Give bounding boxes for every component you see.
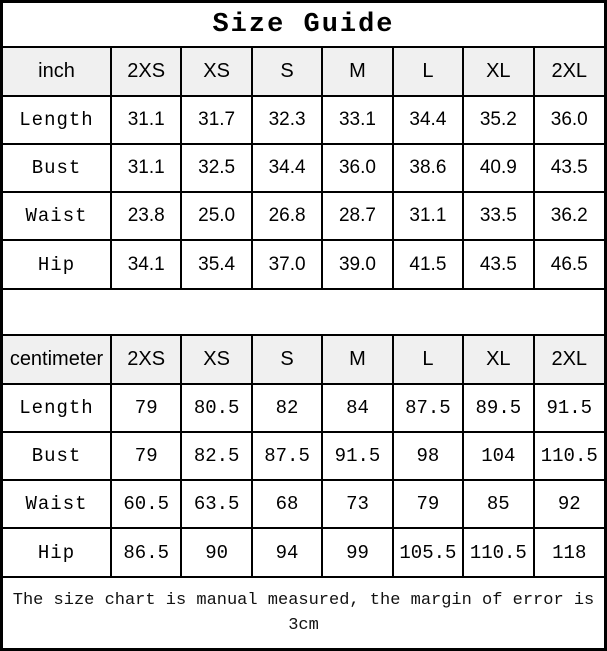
value-cell: 118 xyxy=(532,527,604,576)
table-row-bust: Bust 79 82.5 87.5 91.5 98 104 110.5 xyxy=(3,431,604,481)
table-separator xyxy=(3,288,604,336)
value-cell: 33.5 xyxy=(462,191,535,241)
table-row-length: Length 79 80.5 82 84 87.5 89.5 91.5 xyxy=(3,383,604,433)
value-cell: 25.0 xyxy=(180,191,253,241)
value-cell: 89.5 xyxy=(462,383,535,433)
size-header: XL xyxy=(462,336,535,385)
row-label: Bust xyxy=(3,431,112,481)
value-cell: 32.5 xyxy=(180,143,253,193)
page-title: Size Guide xyxy=(3,3,604,48)
value-cell: 105.5 xyxy=(391,527,465,576)
table-row-bust: Bust 31.1 32.5 34.4 36.0 38.6 40.9 43.5 xyxy=(3,143,604,193)
value-cell: 43.5 xyxy=(532,143,604,193)
size-header: XS xyxy=(180,336,253,385)
table-row-waist: Waist 23.8 25.0 26.8 28.7 31.1 33.5 36.2 xyxy=(3,191,604,241)
value-cell: 91.5 xyxy=(532,383,604,433)
value-cell: 68 xyxy=(250,479,324,529)
value-cell: 34.1 xyxy=(109,239,183,288)
value-cell: 79 xyxy=(109,431,183,481)
value-cell: 39.0 xyxy=(321,239,394,288)
row-label: Hip xyxy=(3,239,112,288)
value-cell: 36.0 xyxy=(532,95,604,145)
row-label: Length xyxy=(3,383,112,433)
value-cell: 79 xyxy=(391,479,465,529)
value-cell: 28.7 xyxy=(321,191,394,241)
size-header: S xyxy=(250,48,324,97)
size-header: S xyxy=(250,336,324,385)
value-cell: 31.1 xyxy=(109,95,183,145)
value-cell: 63.5 xyxy=(180,479,253,529)
row-label: Hip xyxy=(3,527,112,576)
table-row-hip: Hip 34.1 35.4 37.0 39.0 41.5 43.5 46.5 xyxy=(3,239,604,288)
value-cell: 99 xyxy=(321,527,394,576)
value-cell: 86.5 xyxy=(109,527,183,576)
value-cell: 33.1 xyxy=(321,95,394,145)
value-cell: 31.1 xyxy=(391,191,465,241)
value-cell: 110.5 xyxy=(532,431,604,481)
value-cell: 82 xyxy=(250,383,324,433)
value-cell: 32.3 xyxy=(250,95,324,145)
size-header: L xyxy=(391,336,465,385)
size-header: 2XS xyxy=(109,336,183,385)
value-cell: 85 xyxy=(462,479,535,529)
footer-note: The size chart is manual measured, the m… xyxy=(3,576,604,648)
size-header: 2XL xyxy=(532,336,604,385)
row-label: Length xyxy=(3,95,112,145)
value-cell: 31.7 xyxy=(180,95,253,145)
inch-table: inch 2XS XS S M L XL 2XL Length 31.1 31.… xyxy=(3,48,604,288)
centimeter-table: centimeter 2XS XS S M L XL 2XL Length 79… xyxy=(3,336,604,576)
value-cell: 84 xyxy=(321,383,394,433)
value-cell: 34.4 xyxy=(250,143,324,193)
table-row-length: Length 31.1 31.7 32.3 33.1 34.4 35.2 36.… xyxy=(3,95,604,145)
value-cell: 46.5 xyxy=(532,239,604,288)
row-label: Waist xyxy=(3,191,112,241)
value-cell: 36.2 xyxy=(532,191,604,241)
value-cell: 91.5 xyxy=(321,431,394,481)
size-header: XS xyxy=(180,48,253,97)
value-cell: 43.5 xyxy=(462,239,535,288)
value-cell: 41.5 xyxy=(391,239,465,288)
size-header: L xyxy=(391,48,465,97)
centimeter-header-row: centimeter 2XS XS S M L XL 2XL xyxy=(3,336,604,385)
size-header: 2XL xyxy=(532,48,604,97)
table-row-waist: Waist 60.5 63.5 68 73 79 85 92 xyxy=(3,479,604,529)
row-label: Waist xyxy=(3,479,112,529)
value-cell: 34.4 xyxy=(391,95,465,145)
value-cell: 98 xyxy=(391,431,465,481)
size-header: M xyxy=(321,48,394,97)
value-cell: 87.5 xyxy=(250,431,324,481)
value-cell: 104 xyxy=(462,431,535,481)
size-header: XL xyxy=(462,48,535,97)
value-cell: 92 xyxy=(532,479,604,529)
value-cell: 35.2 xyxy=(462,95,535,145)
value-cell: 110.5 xyxy=(462,527,535,576)
value-cell: 31.1 xyxy=(109,143,183,193)
unit-label: centimeter xyxy=(3,336,112,385)
value-cell: 23.8 xyxy=(109,191,183,241)
value-cell: 40.9 xyxy=(462,143,535,193)
value-cell: 82.5 xyxy=(180,431,253,481)
size-header: M xyxy=(321,336,394,385)
inch-header-row: inch 2XS XS S M L XL 2XL xyxy=(3,48,604,97)
value-cell: 87.5 xyxy=(391,383,465,433)
value-cell: 35.4 xyxy=(180,239,253,288)
table-row-hip: Hip 86.5 90 94 99 105.5 110.5 118 xyxy=(3,527,604,576)
value-cell: 73 xyxy=(321,479,394,529)
value-cell: 26.8 xyxy=(250,191,324,241)
value-cell: 80.5 xyxy=(180,383,253,433)
row-label: Bust xyxy=(3,143,112,193)
value-cell: 94 xyxy=(250,527,324,576)
value-cell: 36.0 xyxy=(321,143,394,193)
value-cell: 90 xyxy=(180,527,253,576)
value-cell: 60.5 xyxy=(109,479,183,529)
value-cell: 38.6 xyxy=(391,143,465,193)
value-cell: 37.0 xyxy=(250,239,324,288)
value-cell: 79 xyxy=(109,383,183,433)
size-header: 2XS xyxy=(109,48,183,97)
unit-label: inch xyxy=(3,48,112,97)
